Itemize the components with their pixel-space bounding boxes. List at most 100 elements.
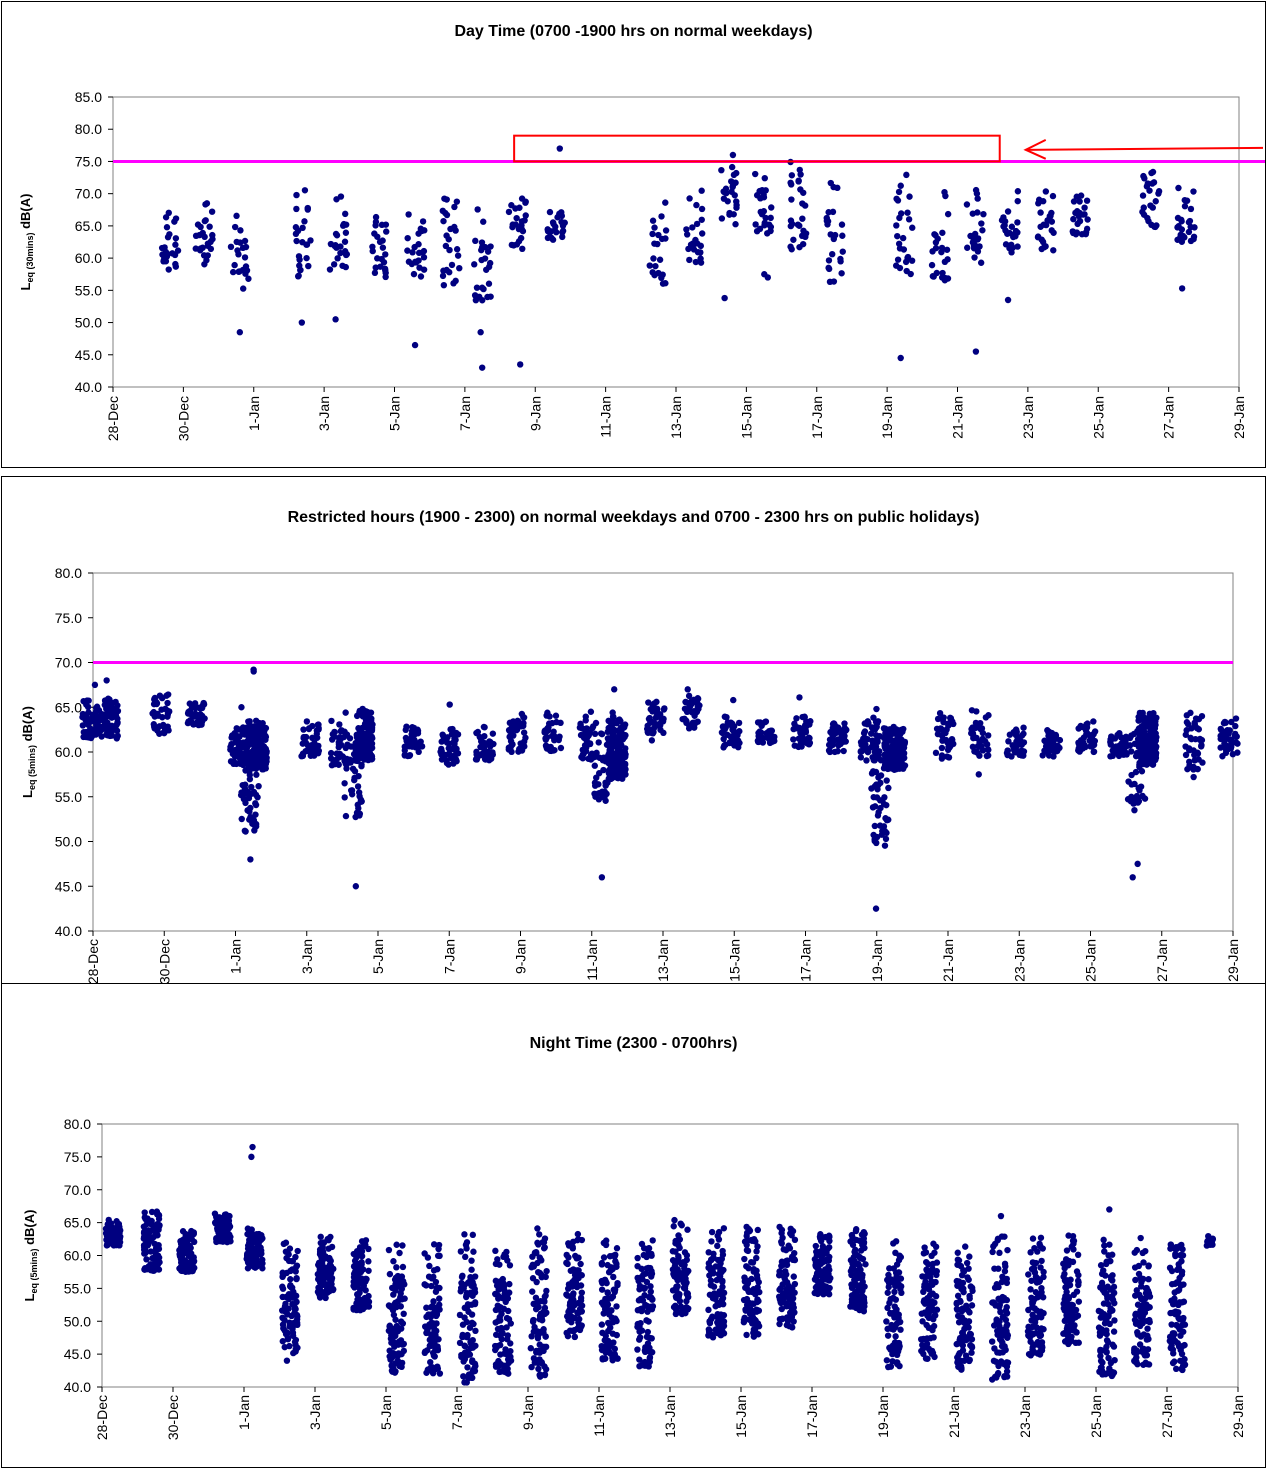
x-tick-label: 1-Jan xyxy=(236,1395,252,1430)
data-point xyxy=(817,1235,823,1241)
data-point xyxy=(355,783,361,789)
data-point xyxy=(209,208,215,214)
data-point xyxy=(732,221,738,227)
data-point xyxy=(892,765,898,771)
data-point xyxy=(354,1250,360,1256)
data-point xyxy=(1037,209,1043,215)
data-point xyxy=(514,727,520,733)
data-point xyxy=(239,816,245,822)
data-point xyxy=(546,713,552,719)
data-point xyxy=(882,842,888,848)
data-point xyxy=(1184,712,1190,718)
data-point xyxy=(197,224,203,230)
data-point xyxy=(468,1267,474,1273)
data-point xyxy=(403,738,409,744)
data-point xyxy=(979,227,985,233)
data-point xyxy=(640,1284,646,1290)
data-point xyxy=(744,1242,750,1248)
y-tick-label: 65.0 xyxy=(64,1215,91,1231)
data-point xyxy=(873,905,879,911)
data-point xyxy=(420,218,426,224)
data-point xyxy=(614,1245,620,1251)
data-point xyxy=(1043,222,1049,228)
data-point xyxy=(358,1261,364,1267)
data-point xyxy=(651,240,657,246)
data-point xyxy=(254,794,260,800)
y-tick-label: 40.0 xyxy=(75,379,102,395)
data-point xyxy=(200,244,206,250)
data-point xyxy=(649,1296,655,1302)
data-point xyxy=(528,1345,534,1351)
data-point xyxy=(803,729,809,735)
data-point xyxy=(779,1227,785,1233)
data-point xyxy=(458,1248,464,1254)
x-tick-label: 11-Jan xyxy=(591,1395,607,1437)
data-point xyxy=(1184,198,1190,204)
data-point xyxy=(461,1231,467,1237)
data-point xyxy=(970,235,976,241)
data-point xyxy=(102,702,108,708)
data-point xyxy=(602,782,608,788)
data-point xyxy=(147,1261,153,1267)
data-point xyxy=(473,756,479,762)
data-point xyxy=(252,800,258,806)
x-tick-label: 30-Dec xyxy=(156,939,172,984)
y-tick-label: 85.0 xyxy=(75,89,102,105)
data-point xyxy=(714,1243,720,1249)
data-point xyxy=(672,1238,678,1244)
data-point xyxy=(604,1339,610,1345)
y-axis-label: Leq (5mins) dB(A) xyxy=(22,1210,39,1302)
data-point xyxy=(885,785,891,791)
data-point xyxy=(564,1261,570,1267)
data-point xyxy=(722,714,728,720)
data-point xyxy=(353,1266,359,1272)
data-point xyxy=(721,189,727,195)
data-point xyxy=(1217,733,1223,739)
data-point xyxy=(1155,190,1161,196)
data-point xyxy=(1148,735,1154,741)
data-point xyxy=(535,1366,541,1372)
data-point xyxy=(751,1266,757,1272)
x-tick-label: 13-Jan xyxy=(668,396,684,439)
data-point xyxy=(812,1290,818,1296)
data-point xyxy=(245,1265,251,1271)
data-point xyxy=(609,750,615,756)
data-point xyxy=(453,746,459,752)
data-point xyxy=(430,1274,436,1280)
data-point xyxy=(363,722,369,728)
data-point xyxy=(875,809,881,815)
data-point xyxy=(806,735,812,741)
data-point xyxy=(873,769,879,775)
data-point xyxy=(234,247,240,253)
data-point xyxy=(428,1331,434,1337)
data-point xyxy=(245,718,251,724)
data-point xyxy=(577,721,583,727)
data-point xyxy=(1144,718,1150,724)
data-point xyxy=(942,193,948,199)
data-point xyxy=(543,1309,549,1315)
y-tick-label: 80.0 xyxy=(75,121,102,137)
data-point xyxy=(662,199,668,205)
data-point xyxy=(894,233,900,239)
x-tick-label: 11-Jan xyxy=(584,939,600,981)
data-point xyxy=(460,1358,466,1364)
data-point xyxy=(283,1255,289,1261)
data-point xyxy=(746,1316,752,1322)
data-point xyxy=(674,1277,680,1283)
data-point xyxy=(550,219,556,225)
data-point xyxy=(671,1217,677,1223)
data-point xyxy=(726,740,732,746)
data-point xyxy=(243,788,249,794)
data-point xyxy=(398,1351,404,1357)
data-point xyxy=(244,267,250,273)
data-point xyxy=(359,729,365,735)
data-point xyxy=(507,1262,513,1268)
data-point xyxy=(529,1288,535,1294)
data-point xyxy=(1182,203,1188,209)
data-point xyxy=(860,735,866,741)
data-point xyxy=(882,828,888,834)
data-point xyxy=(881,725,887,731)
data-point xyxy=(357,1244,363,1250)
data-point xyxy=(400,1264,406,1270)
data-point xyxy=(263,765,269,771)
